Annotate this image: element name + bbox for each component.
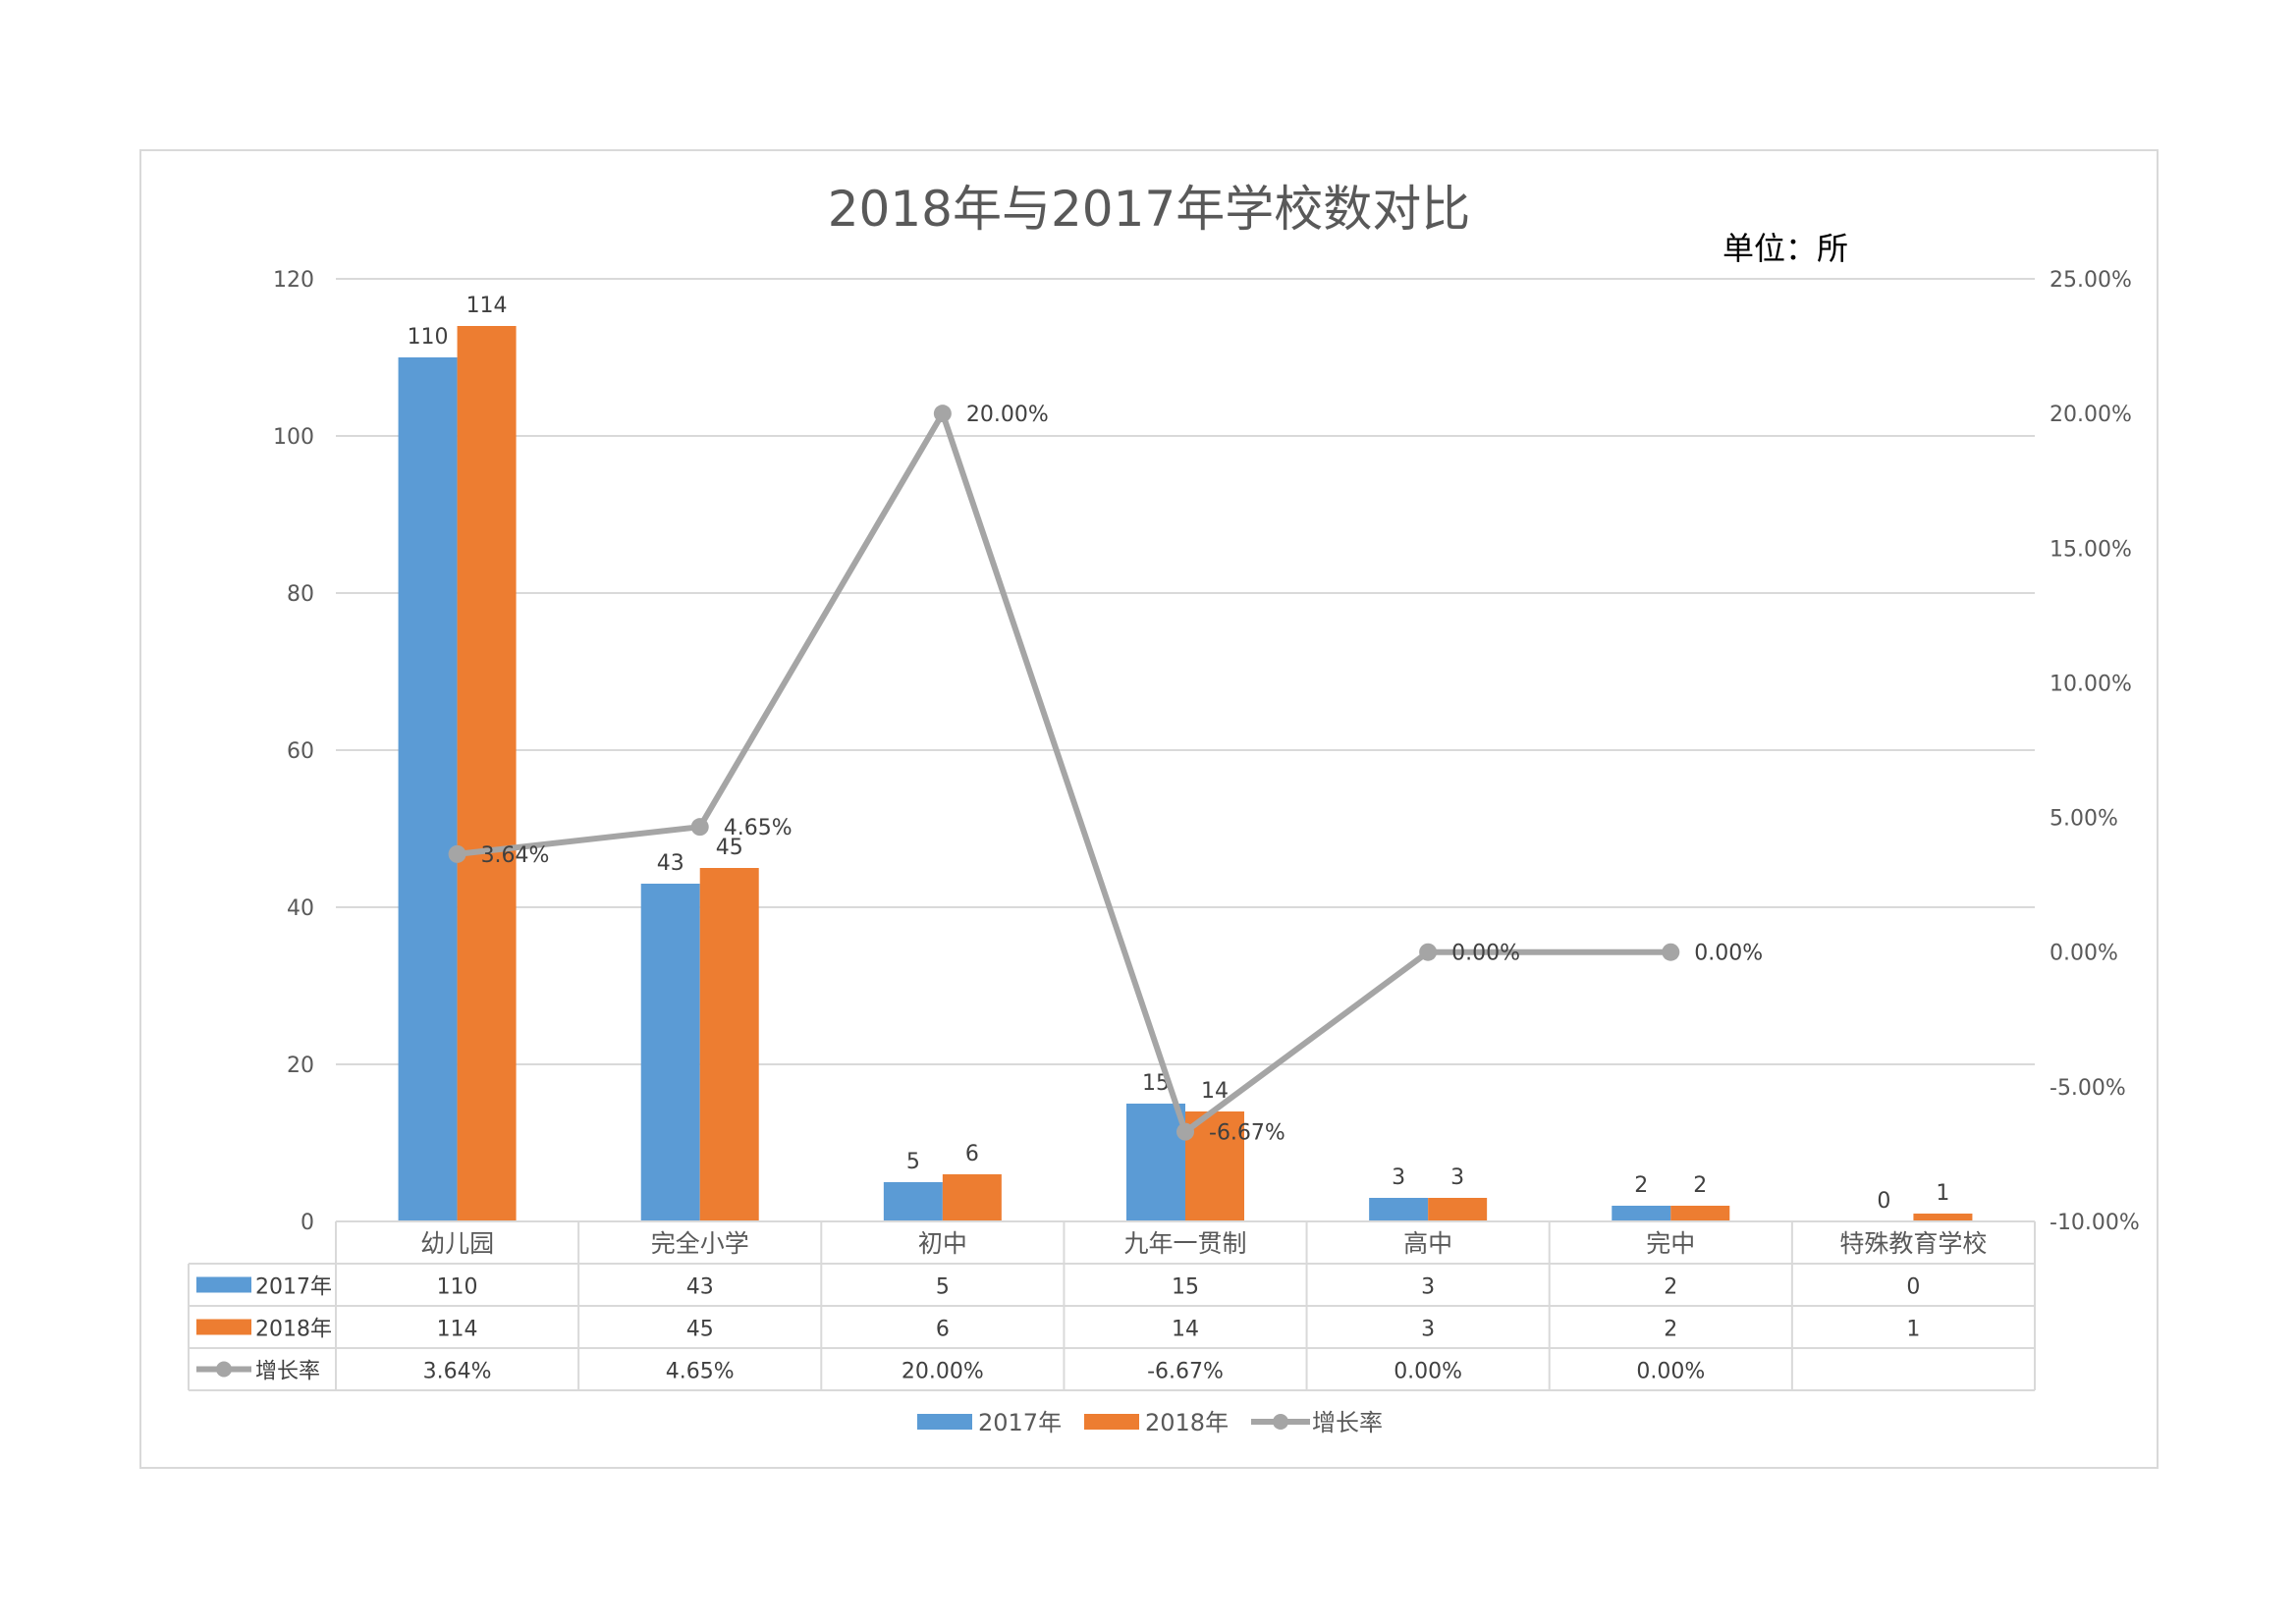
table-cell: 14: [1172, 1318, 1199, 1342]
bar-value-label: 0: [1877, 1189, 1890, 1214]
chart-frame: 2018年与2017年学校数对比 单位：所 0 20 40 60 80 100 120 -10.0…: [139, 149, 2159, 1469]
category-label: 完中: [1646, 1229, 1695, 1258]
legend-label: 增长率: [1312, 1409, 1383, 1436]
category-label: 九年一贯制: [1123, 1229, 1246, 1258]
bar-value-label: 45: [716, 836, 743, 860]
bar-value-label: 2: [1693, 1173, 1707, 1198]
bar: [1185, 1111, 1244, 1221]
bar: [1670, 1206, 1730, 1221]
table-cell: 0.00%: [1636, 1360, 1705, 1384]
table-cell: 0.00%: [1394, 1360, 1462, 1384]
chart-canvas: 2018年与2017年学校数对比单位：所020406080100120-10.0…: [188, 181, 2140, 1436]
table-row-header: 2017年: [255, 1275, 332, 1300]
table-cell: 20.00%: [902, 1360, 984, 1384]
growth-point: [933, 405, 952, 423]
table-cell: 43: [686, 1275, 714, 1300]
category-label: 完全小学: [651, 1229, 749, 1258]
y-tick-label: 120: [273, 268, 314, 293]
growth-point: [448, 844, 466, 863]
growth-point: [1662, 943, 1680, 961]
table-row-header: 增长率: [255, 1360, 320, 1384]
table-cell: 1: [1906, 1318, 1920, 1342]
growth-point: [690, 818, 709, 837]
legend-swatch: [1084, 1414, 1139, 1430]
category-label: 特殊教育学校: [1839, 1229, 1987, 1258]
bar: [1428, 1198, 1488, 1221]
bar: [942, 1174, 1002, 1221]
table-cell: 6: [936, 1318, 950, 1342]
table-cell: 5: [936, 1275, 950, 1300]
bar-value-label: 3: [1392, 1165, 1405, 1190]
growth-value-label: 0.00%: [1451, 942, 1520, 966]
bar-value-label: 114: [466, 294, 508, 318]
bar-value-label: 6: [965, 1142, 979, 1166]
y-tick-label: 80: [287, 582, 314, 607]
table-cell: 0: [1906, 1275, 1920, 1300]
bar-value-label: 110: [408, 325, 449, 350]
y2-tick-label: -5.00%: [2050, 1076, 2126, 1101]
chart-title: 2018年与2017年学校数对比: [828, 181, 1471, 238]
category-label: 初中: [918, 1229, 967, 1258]
bar: [640, 884, 700, 1221]
y-tick-label: 100: [273, 425, 314, 450]
y-tick-label: 60: [287, 739, 314, 764]
y2-tick-label: 5.00%: [2050, 807, 2118, 832]
bar: [457, 326, 517, 1221]
table-cell: 3.64%: [423, 1360, 492, 1384]
unit-label: 单位：所: [1722, 230, 1848, 267]
growth-value-label: 0.00%: [1694, 942, 1763, 966]
bar-value-label: 2: [1634, 1173, 1648, 1198]
table-cell: -6.67%: [1147, 1360, 1224, 1384]
table-cell: 15: [1172, 1275, 1199, 1300]
bar: [1913, 1214, 1973, 1221]
bar: [1369, 1198, 1429, 1221]
growth-value-label: -6.67%: [1209, 1121, 1285, 1146]
category-label: 幼儿园: [420, 1229, 494, 1258]
y-tick-label: 40: [287, 896, 314, 921]
bar: [398, 357, 458, 1221]
table-legend-key: [216, 1361, 232, 1378]
table-cell: 2: [1664, 1275, 1677, 1300]
bar: [1612, 1206, 1671, 1221]
growth-point: [1176, 1122, 1194, 1141]
growth-point: [1419, 943, 1438, 961]
table-cell: 3: [1421, 1275, 1435, 1300]
growth-value-label: 3.64%: [481, 843, 550, 868]
bar-value-label: 43: [657, 851, 684, 876]
y2-tick-label: 25.00%: [2050, 268, 2132, 293]
growth-value-label: 20.00%: [966, 403, 1049, 427]
y2-tick-label: -10.00%: [2050, 1211, 2140, 1235]
y-tick-label: 0: [301, 1211, 314, 1235]
y2-tick-label: 10.00%: [2050, 672, 2132, 696]
table-row-header: 2018年: [255, 1318, 332, 1342]
table-legend-key: [196, 1276, 251, 1293]
growth-value-label: 4.65%: [724, 816, 793, 840]
bar: [883, 1182, 943, 1221]
bar-value-label: 1: [1936, 1181, 1949, 1206]
table-cell: 110: [437, 1275, 478, 1300]
bar-value-label: 5: [906, 1150, 920, 1174]
category-label: 高中: [1403, 1229, 1452, 1258]
growth-line: [457, 410, 1671, 1135]
y-tick-label: 20: [287, 1054, 314, 1078]
table-cell: 45: [686, 1318, 714, 1342]
table-cell: 3: [1421, 1318, 1435, 1342]
legend-label: 2017年: [978, 1409, 1062, 1436]
bar-value-label: 3: [1450, 1165, 1464, 1190]
table-cell: 2: [1664, 1318, 1677, 1342]
table-cell: 114: [437, 1318, 478, 1342]
y2-tick-label: 15.00%: [2050, 537, 2132, 562]
table-legend-key: [196, 1319, 251, 1335]
bar: [1126, 1104, 1185, 1221]
y2-tick-label: 0.00%: [2050, 942, 2118, 966]
y2-tick-label: 20.00%: [2050, 403, 2132, 427]
legend-label: 2018年: [1145, 1409, 1229, 1436]
table-cell: 4.65%: [666, 1360, 735, 1384]
bar: [699, 868, 759, 1221]
legend-swatch: [917, 1414, 972, 1430]
legend-swatch: [1273, 1414, 1288, 1430]
